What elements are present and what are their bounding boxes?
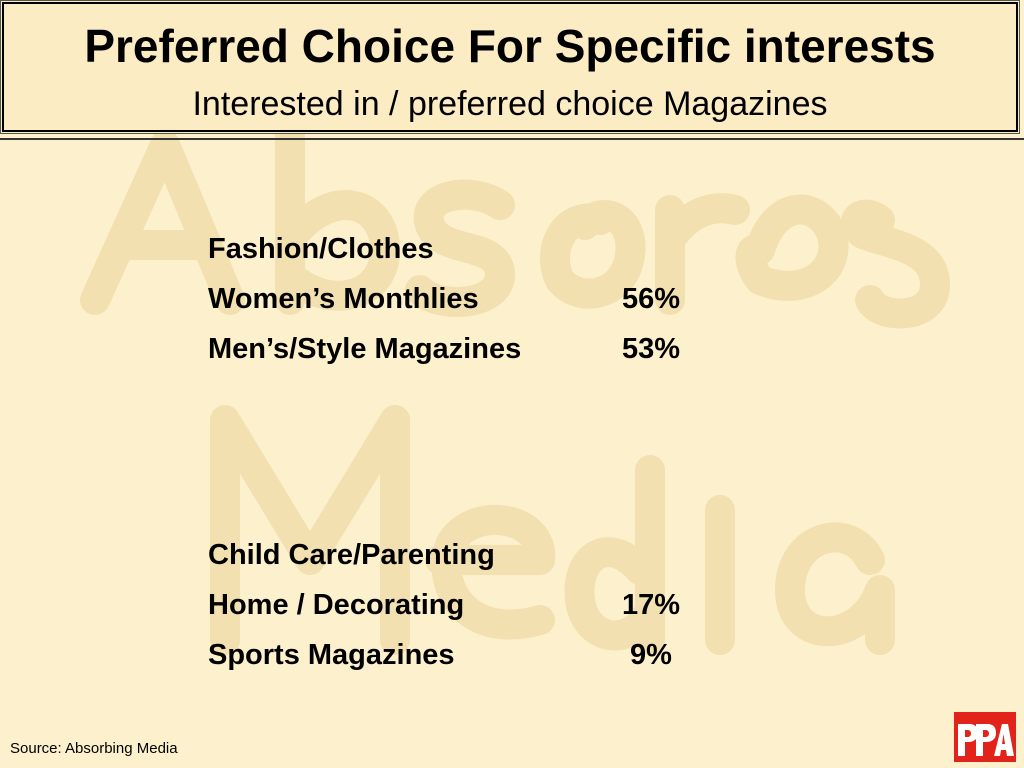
source-note: Source: Absorbing Media [10,740,178,757]
list-item: Fashion/Clothes [208,228,728,278]
ppa-logo [954,712,1016,762]
interest-list: Fashion/Clothes Women’s Monthlies 56% Me… [208,228,728,684]
list-item: Sports Magazines 9% [208,634,728,684]
page-title: Preferred Choice For Specific interests [84,20,936,72]
item-value: 56% [621,283,681,315]
item-value: 17% [621,589,681,621]
item-label: Sports Magazines [208,639,455,671]
page-subtitle: Interested in / preferred choice Magazin… [192,85,828,123]
list-item: Men’s/Style Magazines 53% [208,328,728,378]
item-label: Fashion/Clothes [208,233,434,265]
section-gap [208,378,728,534]
title-divider [0,138,1024,140]
item-label: Child Care/Parenting [208,539,495,571]
item-label: Home / Decorating [208,589,465,621]
list-item: Women’s Monthlies 56% [208,278,728,328]
item-label: Women’s Monthlies [208,283,479,315]
item-value: 53% [621,333,681,365]
title-box: Preferred Choice For Specific interests … [2,2,1018,132]
item-value: 9% [630,639,672,671]
list-item: Child Care/Parenting [208,534,728,584]
list-item: Home / Decorating 17% [208,584,728,634]
item-label: Men’s/Style Magazines [208,333,522,365]
